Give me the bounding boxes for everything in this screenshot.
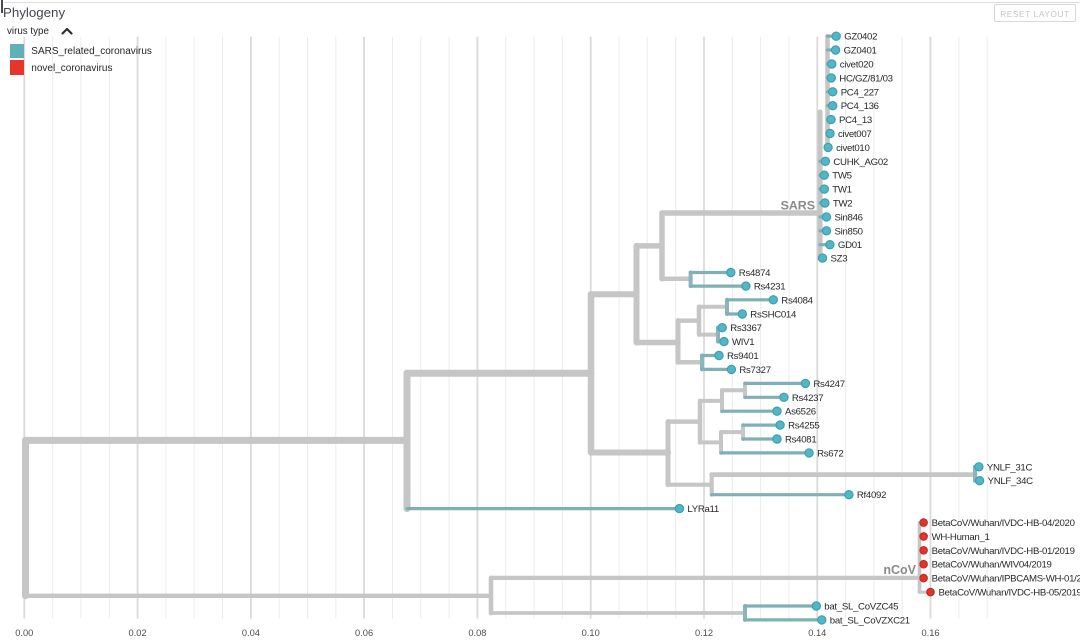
svg-text:Rs4247: Rs4247 [813,379,844,390]
svg-text:Rf4092: Rf4092 [857,490,886,501]
svg-text:BetaCoV/Wuhan/IPBCAMS-WH-01/20: BetaCoV/Wuhan/IPBCAMS-WH-01/2019 [932,574,1080,585]
svg-text:As6526: As6526 [785,407,816,418]
svg-text:LYRa11: LYRa11 [687,504,719,515]
svg-text:bat_SL_CoVZXC21: bat_SL_CoVZXC21 [830,615,910,626]
svg-text:BetaCoV/Wuhan/WIV04/2019: BetaCoV/Wuhan/WIV04/2019 [932,560,1052,571]
svg-text:0.14: 0.14 [808,628,826,638]
svg-text:TW1: TW1 [832,185,851,196]
svg-text:RsSHC014: RsSHC014 [750,310,797,321]
svg-text:WIV1: WIV1 [732,337,754,348]
svg-text:Rs4231: Rs4231 [754,282,785,293]
svg-text:civet020: civet020 [840,60,873,71]
svg-text:GD01: GD01 [838,240,862,251]
svg-text:bat_SL_CoVZC45: bat_SL_CoVZC45 [824,602,898,613]
svg-text:0.12: 0.12 [695,628,713,638]
svg-text:YNLF_31C: YNLF_31C [987,462,1033,473]
svg-text:Rs3367: Rs3367 [730,323,761,334]
svg-text:nCoV: nCoV [883,563,916,577]
svg-text:BetaCoV/Wuhan/IVDC-HB-04/2020: BetaCoV/Wuhan/IVDC-HB-04/2020 [932,518,1075,529]
svg-text:0.02: 0.02 [129,628,147,638]
svg-text:Sin846: Sin846 [835,212,863,223]
svg-text:civet010: civet010 [836,143,869,154]
svg-text:WH-Human_1: WH-Human_1 [932,532,990,543]
svg-text:Rs9401: Rs9401 [727,351,758,362]
svg-text:PC4_13: PC4_13 [839,115,872,126]
svg-text:Rs4081: Rs4081 [785,435,816,446]
svg-text:Rs4255: Rs4255 [788,421,819,432]
svg-text:Sin850: Sin850 [835,226,863,237]
svg-text:BetaCoV/Wuhan/IVDC-HB-05/2019: BetaCoV/Wuhan/IVDC-HB-05/2019 [939,588,1080,599]
svg-text:TW5: TW5 [832,171,851,182]
svg-text:Rs7327: Rs7327 [739,365,770,376]
svg-text:0.10: 0.10 [582,628,600,638]
svg-text:Rs4237: Rs4237 [792,393,823,404]
svg-text:SARS: SARS [781,199,815,213]
svg-text:0.08: 0.08 [468,628,486,638]
svg-text:YNLF_34C: YNLF_34C [988,476,1034,487]
svg-text:GZ0402: GZ0402 [844,32,877,43]
svg-text:0.04: 0.04 [242,628,260,638]
svg-text:0.06: 0.06 [355,628,373,638]
svg-text:SZ3: SZ3 [831,254,848,265]
svg-text:CUHK_AG02: CUHK_AG02 [833,157,888,168]
svg-text:HC/GZ/81/03: HC/GZ/81/03 [839,73,892,84]
svg-text:PC4_227: PC4_227 [841,87,879,98]
svg-text:0.16: 0.16 [921,628,939,638]
svg-text:BetaCoV/Wuhan/IVDC-HB-01/2019: BetaCoV/Wuhan/IVDC-HB-01/2019 [932,546,1075,557]
svg-text:PC4_136: PC4_136 [841,101,879,112]
svg-text:Rs4084: Rs4084 [781,295,813,306]
svg-text:Rs4874: Rs4874 [739,268,771,279]
svg-text:TW2: TW2 [833,199,852,210]
svg-text:GZ0401: GZ0401 [844,46,877,57]
svg-text:Rs672: Rs672 [817,448,843,459]
svg-text:0.00: 0.00 [15,628,33,638]
svg-text:civet007: civet007 [838,129,871,140]
